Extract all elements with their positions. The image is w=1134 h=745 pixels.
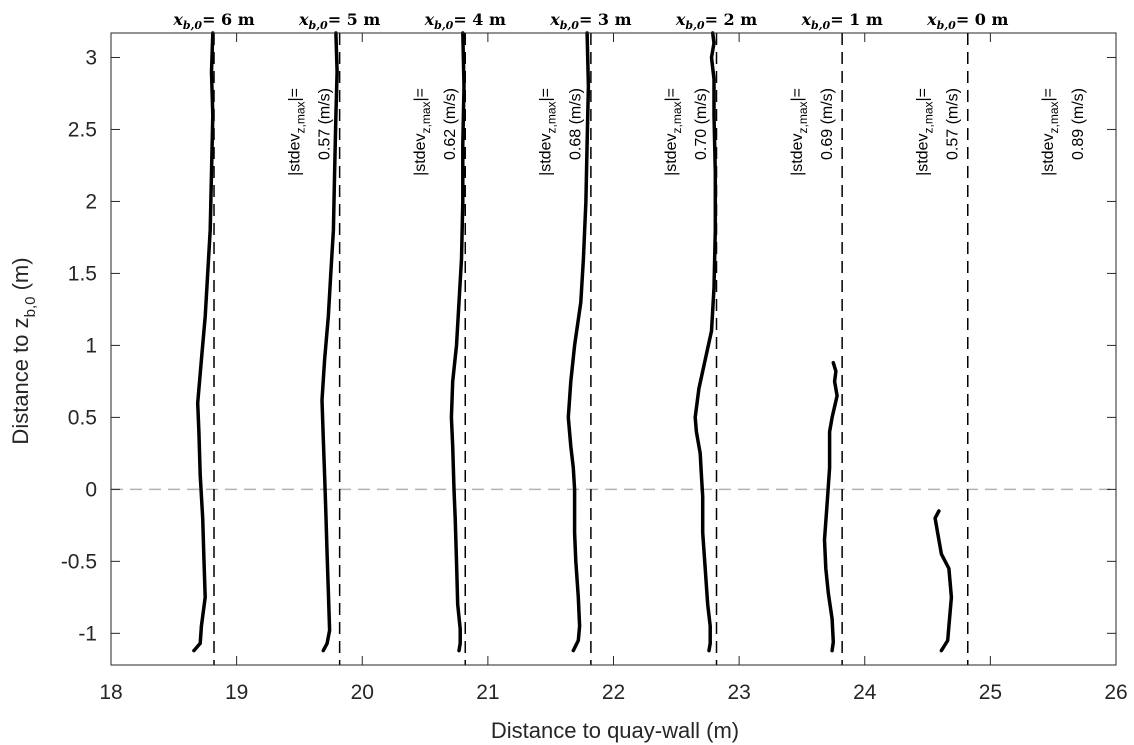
x-b0-subscript: b,0 <box>183 19 203 32</box>
y-axis-title-unit: (m) <box>8 257 33 296</box>
x-b0-prefix: x <box>549 10 560 29</box>
series-layer <box>192 31 954 653</box>
x-b0-value: = 0 m <box>956 10 1009 29</box>
x-b0-prefix: x <box>800 10 811 29</box>
x-tick-label: 18 <box>99 681 122 704</box>
ticks: 18 19 20 21 22 23 24 25 26 -1 -0.5 0 0.5 1 1.5 2 2.5 3 <box>61 33 1128 704</box>
series-line <box>566 31 591 653</box>
y-tick-label: 0 <box>85 478 97 501</box>
stdev-end: |= <box>286 88 303 102</box>
y-tick-label: 2.5 <box>68 118 97 141</box>
stdev-label-line2: 0.70 (m/s) <box>693 88 710 160</box>
stdev-label-line1: |stdevz,max|= <box>538 88 559 176</box>
x-tick-label: 24 <box>853 681 877 704</box>
stdev-end: |= <box>789 88 806 102</box>
x-b0-value: = 6 m <box>202 10 255 29</box>
x-b0-top-label: xb,0= 4 m <box>424 10 506 32</box>
series-line <box>449 31 466 653</box>
plot-background <box>111 33 1116 665</box>
stdev-label-line1: |stdevz,max|= <box>1040 88 1061 176</box>
x-tick-label: 26 <box>1104 681 1127 704</box>
y-tick-label: -0.5 <box>61 550 97 573</box>
stdev-label-line2: 0.57 (m/s) <box>316 88 333 160</box>
x-b0-prefix: x <box>172 10 183 29</box>
stdev-label-line2: 0.68 (m/s) <box>568 88 585 160</box>
stdev-subscript: z,max <box>921 102 935 134</box>
stdev-text: |stdev <box>789 134 806 176</box>
x-b0-subscript: b,0 <box>685 19 705 32</box>
y-axis-title-sub: b,0 <box>22 297 39 318</box>
x-b0-subscript: b,0 <box>309 19 329 32</box>
stdev-end: |= <box>412 88 429 102</box>
x-b0-value: = 1 m <box>830 10 883 29</box>
stdev-label-line2: 0.69 (m/s) <box>819 88 836 160</box>
x-b0-subscript: b,0 <box>937 19 957 32</box>
stdev-end: |= <box>914 88 931 102</box>
stdev-text: |stdev <box>663 134 680 176</box>
series-line <box>320 31 339 653</box>
x-b0-value: = 2 m <box>705 10 758 29</box>
stdev-label-line1: |stdevz,max|= <box>663 88 684 176</box>
x-axis-title: Distance to quay-wall (m) <box>491 718 739 743</box>
stdev-subscript: z,max <box>1047 102 1061 134</box>
stdev-label-line1: |stdevz,max|= <box>412 88 433 176</box>
series-line <box>192 31 215 653</box>
annotations: xb,0= 6 m xb,0= 5 m xb,0= 4 m xb,0= 3 m xb,0… <box>172 10 1087 176</box>
x-b0-value: = 3 m <box>579 10 632 29</box>
x-tick-label: 23 <box>727 681 750 704</box>
x-b0-value: = 5 m <box>328 10 381 29</box>
series-line <box>822 360 839 653</box>
y-axis-title-main: Distance to z <box>8 317 33 444</box>
stdev-end: |= <box>538 88 555 102</box>
stdev-label-line2: 0.89 (m/s) <box>1070 88 1087 160</box>
x-b0-top-label: xb,0= 6 m <box>172 10 254 32</box>
stdev-end: |= <box>663 88 680 102</box>
x-tick-label: 20 <box>351 681 374 704</box>
x-b0-prefix: x <box>926 10 937 29</box>
stdev-text: |stdev <box>1040 134 1057 176</box>
x-b0-prefix: x <box>298 10 309 29</box>
y-tick-label: 1.5 <box>68 262 97 285</box>
stdev-text: |stdev <box>914 134 931 176</box>
x-tick-label: 19 <box>225 681 248 704</box>
x-tick-label: 21 <box>476 681 499 704</box>
y-tick-label: 3 <box>85 46 97 69</box>
x-b0-prefix: x <box>424 10 435 29</box>
x-b0-subscript: b,0 <box>811 19 831 32</box>
stdev-subscript: z,max <box>545 102 559 134</box>
x-tick-label: 22 <box>602 681 625 704</box>
x-b0-subscript: b,0 <box>560 19 580 32</box>
stdev-text: |stdev <box>538 134 555 176</box>
stdev-label-line2: 0.62 (m/s) <box>442 88 459 160</box>
x-b0-prefix: x <box>675 10 686 29</box>
series-line <box>933 509 954 653</box>
y-tick-label: 1 <box>85 334 97 357</box>
y-axis-title: Distance to zb,0 (m) <box>8 257 39 444</box>
x-b0-subscript: b,0 <box>434 19 454 32</box>
stdev-label-line2: 0.57 (m/s) <box>944 88 961 160</box>
stdev-end: |= <box>1040 88 1057 102</box>
stdev-subscript: z,max <box>419 102 433 134</box>
stdev-text: |stdev <box>412 134 429 176</box>
x-b0-top-label: xb,0= 5 m <box>298 10 380 32</box>
x-b0-value: = 4 m <box>453 10 506 29</box>
x-b0-top-label: xb,0= 3 m <box>549 10 631 32</box>
stdev-subscript: z,max <box>670 102 684 134</box>
x-b0-top-label: xb,0= 0 m <box>926 10 1008 32</box>
x-b0-top-label: xb,0= 1 m <box>800 10 882 32</box>
stdev-label-line1: |stdevz,max|= <box>286 88 307 176</box>
stdev-subscript: z,max <box>796 102 810 134</box>
plot-area <box>111 33 1116 665</box>
stdev-subscript: z,max <box>293 102 307 134</box>
stdev-text: |stdev <box>286 134 303 176</box>
x-b0-top-label: xb,0= 2 m <box>675 10 757 32</box>
y-tick-label: 0.5 <box>68 406 97 429</box>
x-tick-label: 25 <box>979 681 1002 704</box>
series-line <box>693 31 718 653</box>
stdev-label-line1: |stdevz,max|= <box>914 88 935 176</box>
y-tick-label: -1 <box>78 622 97 645</box>
y-tick-label: 2 <box>85 190 97 213</box>
stdev-label-line1: |stdevz,max|= <box>789 88 810 176</box>
